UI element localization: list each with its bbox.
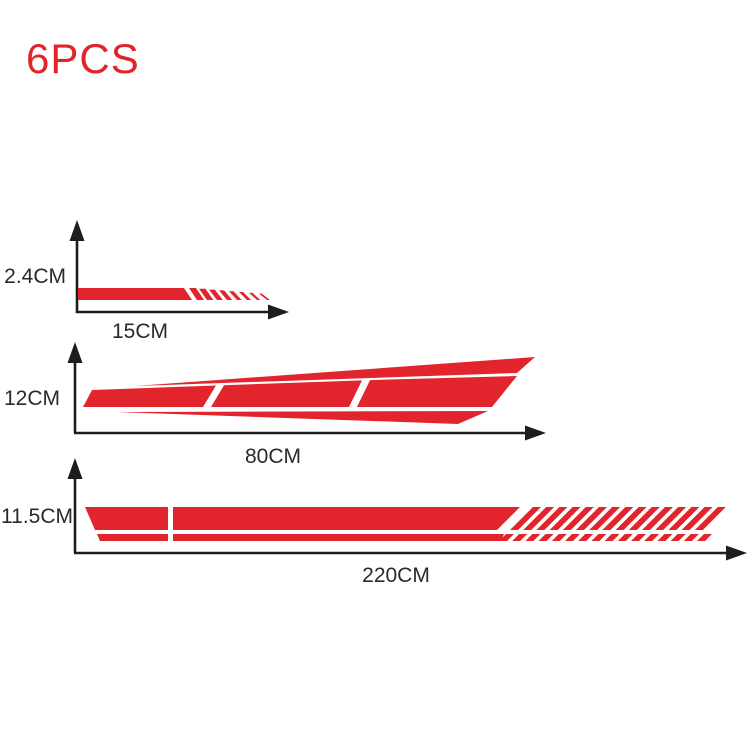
small-stripe-hatch [189,288,270,300]
medium-stripe-diagram [67,342,546,441]
hatch-slash [694,507,726,530]
arrow-right-icon [525,425,546,441]
hatch-slash [538,534,554,541]
hatch-slash [589,507,621,530]
hatch-slash [578,534,594,541]
small-stripe-height-label: 2.4CM [4,265,66,288]
hatch-slash [259,293,270,300]
hatch-slash [510,507,541,530]
large-stripe-band-left [85,507,168,530]
hatch-slash [668,507,700,530]
medium-stripe-length-label: 80CM [244,445,302,468]
hatch-slash [628,507,660,530]
arrow-right-icon [726,545,747,561]
hatch-slash [615,507,647,530]
hatch-slash [562,507,594,530]
hatch-slash [239,292,251,300]
arrow-up-icon [67,342,83,363]
hatch-slash [670,534,686,541]
large-stripe-band-hatch [510,507,726,530]
medium-stripe-segment-3 [357,376,517,407]
hatch-slash [565,534,580,541]
hatch-slash [602,507,634,530]
small-stripe-horizontal-arrow [76,304,289,320]
large-stripe-diagram [67,458,747,561]
hatch-slash [549,507,581,530]
medium-stripe-bottom-wedge [117,411,488,424]
hatch-slash [219,290,233,300]
hatch-slash [604,534,620,541]
arrow-right-icon [268,304,289,320]
hatch-slash [591,534,607,541]
hatch-slash [551,534,567,541]
hatch-slash [683,534,699,541]
hatch-slash [536,507,568,530]
small-stripe-diagram [69,220,289,320]
hatch-slash [189,288,204,300]
hatch-slash [697,534,712,541]
hatch-slash [681,507,713,530]
medium-stripe-horizontal-arrow [74,425,546,441]
hatch-slash [512,534,528,541]
large-stripe-pinstripe-main [173,534,504,541]
hatch-slash [631,534,646,541]
hatch-slash [642,507,673,530]
hatch-slash [249,292,261,300]
hatch-slash [655,507,687,530]
small-stripe-length-label: 15CM [111,320,169,343]
hatch-slash [644,534,660,541]
large-stripe-length-label: 220CM [362,564,430,587]
large-stripe-height-label: 11.5CM [1,505,73,528]
arrow-up-icon [67,458,83,479]
arrow-up-icon [69,220,85,241]
hatch-slash [617,534,633,541]
large-stripe-vertical-arrow [67,458,83,553]
medium-stripe-segment-2 [211,380,362,407]
medium-stripe-top-wedge [135,357,535,386]
medium-stripe-segment-1 [83,385,216,407]
hatch-slash [525,534,541,541]
large-stripe-pinstripe-hatch [499,534,712,541]
hatch-slash [209,289,223,300]
small-stripe-solid-bar [78,288,192,300]
large-stripe-pinstripe-left [97,534,168,541]
piece-count-label: 6PCS [26,35,140,82]
hatch-slash [229,291,242,300]
hatch-slash [657,534,673,541]
small-stripe-vertical-arrow [69,220,85,313]
hatch-slash [523,507,555,530]
hatch-slash [576,507,607,530]
hatch-slash [499,534,514,541]
medium-stripe-height-label: 12CM [3,387,60,410]
medium-stripe-vertical-arrow [67,342,83,433]
large-stripe-band-main [173,507,520,530]
hatch-slash [199,288,214,300]
large-stripe-horizontal-arrow [74,545,747,561]
